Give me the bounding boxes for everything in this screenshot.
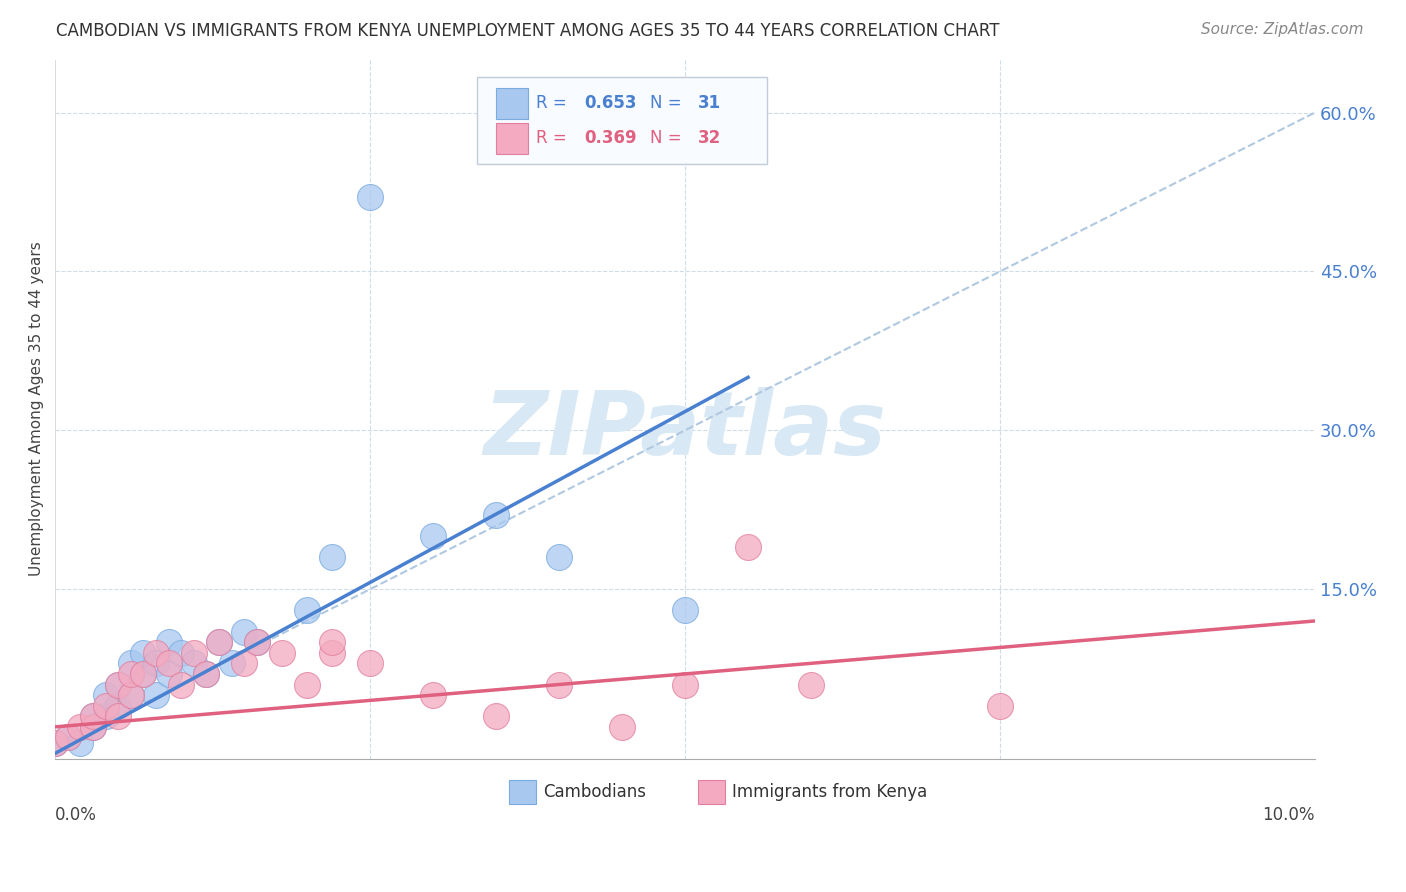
Point	[82, 709, 104, 723]
Point	[246, 635, 269, 649]
Point	[132, 667, 155, 681]
Point	[295, 677, 318, 691]
Point	[44, 736, 66, 750]
Point	[120, 657, 142, 671]
Point	[157, 635, 180, 649]
Text: Source: ZipAtlas.com: Source: ZipAtlas.com	[1201, 22, 1364, 37]
Point	[107, 709, 129, 723]
Point	[800, 677, 823, 691]
Point	[485, 508, 508, 522]
Text: ZIPatlas: ZIPatlas	[484, 386, 887, 474]
Point	[145, 646, 167, 660]
Point	[69, 736, 91, 750]
Text: 31: 31	[697, 94, 721, 112]
Text: N =: N =	[650, 94, 686, 112]
Point	[82, 720, 104, 734]
Point	[548, 550, 571, 565]
Point	[321, 550, 343, 565]
Point	[120, 688, 142, 702]
Point	[107, 677, 129, 691]
Point	[673, 603, 696, 617]
Text: Cambodians: Cambodians	[543, 783, 645, 801]
Y-axis label: Unemployment Among Ages 35 to 44 years: Unemployment Among Ages 35 to 44 years	[30, 242, 44, 576]
Point	[737, 540, 759, 554]
Text: CAMBODIAN VS IMMIGRANTS FROM KENYA UNEMPLOYMENT AMONG AGES 35 TO 44 YEARS CORREL: CAMBODIAN VS IMMIGRANTS FROM KENYA UNEMP…	[56, 22, 1000, 40]
Point	[145, 688, 167, 702]
Point	[208, 635, 231, 649]
Text: 0.0%: 0.0%	[55, 806, 97, 824]
Point	[170, 646, 193, 660]
Point	[183, 646, 205, 660]
Point	[988, 698, 1011, 713]
Point	[44, 736, 66, 750]
Point	[82, 720, 104, 734]
Text: 0.653: 0.653	[585, 94, 637, 112]
FancyBboxPatch shape	[477, 77, 766, 164]
Point	[157, 667, 180, 681]
Point	[295, 603, 318, 617]
Text: 0.369: 0.369	[585, 128, 637, 147]
Point	[107, 677, 129, 691]
Point	[422, 529, 444, 543]
Point	[195, 667, 218, 681]
Point	[56, 731, 79, 745]
Point	[246, 635, 269, 649]
Point	[120, 667, 142, 681]
FancyBboxPatch shape	[509, 780, 537, 804]
Point	[132, 667, 155, 681]
Point	[610, 720, 633, 734]
Point	[56, 731, 79, 745]
Point	[195, 667, 218, 681]
Point	[157, 657, 180, 671]
Point	[359, 657, 381, 671]
Point	[94, 688, 117, 702]
FancyBboxPatch shape	[697, 780, 725, 804]
Point	[145, 657, 167, 671]
Point	[170, 677, 193, 691]
FancyBboxPatch shape	[496, 87, 527, 119]
Point	[221, 657, 243, 671]
Point	[673, 677, 696, 691]
Point	[107, 698, 129, 713]
Text: 10.0%: 10.0%	[1263, 806, 1315, 824]
Point	[271, 646, 294, 660]
Point	[208, 635, 231, 649]
Point	[94, 698, 117, 713]
Text: R =: R =	[537, 128, 572, 147]
Point	[359, 190, 381, 204]
FancyBboxPatch shape	[496, 122, 527, 154]
Point	[82, 709, 104, 723]
Text: R =: R =	[537, 94, 572, 112]
Point	[120, 688, 142, 702]
Point	[94, 709, 117, 723]
Text: N =: N =	[650, 128, 686, 147]
Text: Immigrants from Kenya: Immigrants from Kenya	[731, 783, 927, 801]
Point	[132, 646, 155, 660]
Point	[485, 709, 508, 723]
Point	[69, 720, 91, 734]
Point	[321, 635, 343, 649]
Text: 32: 32	[697, 128, 721, 147]
Point	[233, 657, 256, 671]
Point	[422, 688, 444, 702]
Point	[183, 657, 205, 671]
Point	[321, 646, 343, 660]
Point	[233, 624, 256, 639]
Point	[548, 677, 571, 691]
